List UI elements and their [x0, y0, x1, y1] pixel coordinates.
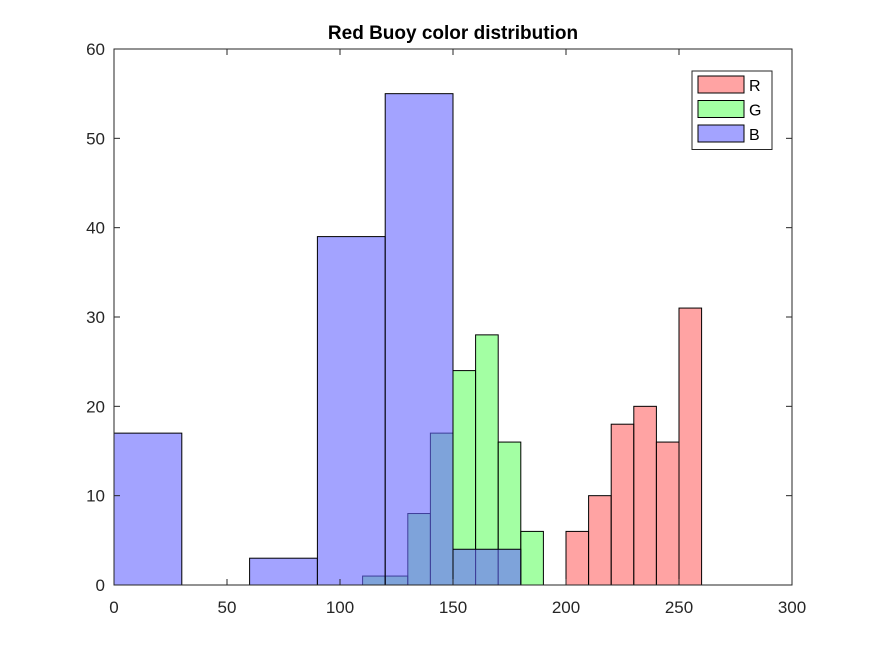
y-tick-label: 60	[86, 40, 105, 59]
bar-R-4	[655, 441, 680, 586]
series-B	[113, 93, 522, 586]
bar-G-7	[520, 530, 544, 586]
y-tick-label: 30	[86, 308, 105, 327]
chart-title: Red Buoy color distribution	[328, 23, 578, 44]
axes-layer: 0 50 100 150 200 250 300 0 10 20 30 40 50 60	[86, 40, 806, 617]
x-tick-label: 250	[665, 598, 693, 617]
legend-swatch-B	[697, 124, 745, 143]
y-tick-label: 10	[86, 487, 105, 506]
x-tick-label: 300	[778, 598, 806, 617]
x-tick-label: 50	[218, 598, 237, 617]
bar-B-3	[384, 93, 454, 586]
bar-R-0	[565, 530, 590, 586]
bars-layer	[113, 93, 703, 586]
legend-swatch-G	[697, 100, 745, 118]
x-tick-label: 0	[109, 598, 118, 617]
bar-G-5	[475, 334, 499, 586]
legend: RGB	[691, 70, 773, 150]
bar-B-4	[452, 548, 522, 586]
bar-B-0	[113, 432, 183, 586]
x-tick-label: 100	[326, 598, 354, 617]
x-tick-label: 200	[552, 598, 580, 617]
legend-label-G: G	[749, 103, 761, 120]
bar-R-2	[610, 423, 635, 586]
legend-label-R: R	[749, 78, 761, 95]
y-tick-label: 0	[96, 576, 105, 595]
legend-label-B: B	[749, 127, 760, 144]
series-R	[565, 307, 703, 586]
bar-R-1	[588, 495, 612, 586]
x-tick-label: 150	[439, 598, 467, 617]
y-tick-label: 20	[86, 397, 105, 416]
y-tick-label: 50	[86, 129, 105, 148]
legend-swatch-R	[697, 75, 745, 94]
bar-B-2	[316, 236, 386, 586]
y-tick-label: 40	[86, 219, 105, 238]
bar-R-3	[633, 405, 657, 586]
bar-B-1	[249, 557, 318, 586]
bar-R-5	[678, 307, 703, 586]
